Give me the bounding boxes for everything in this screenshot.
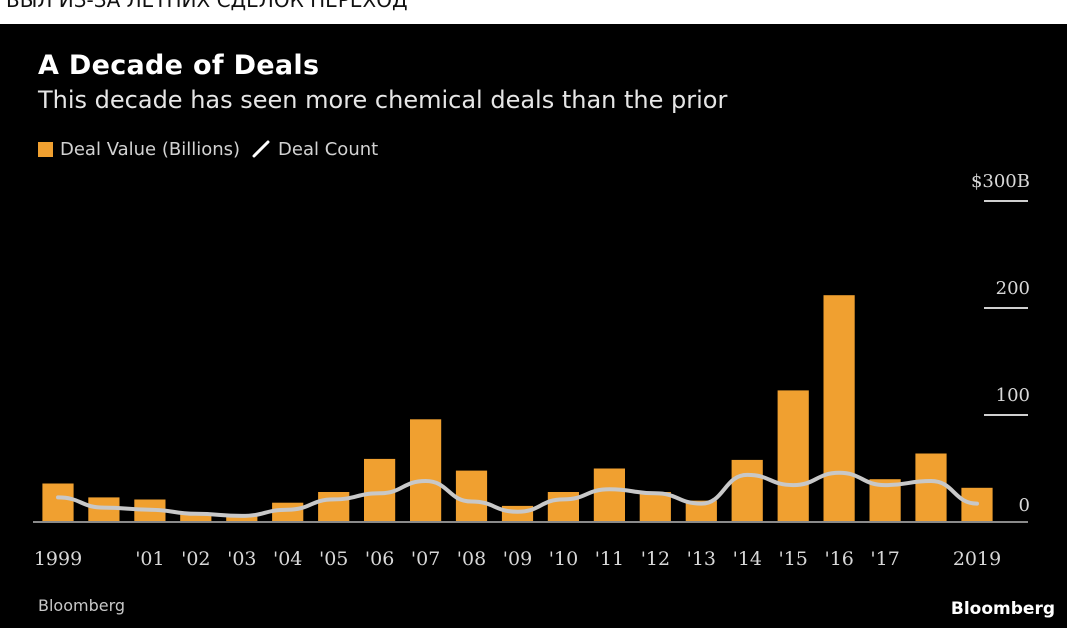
- bar-0: [42, 483, 74, 522]
- x-tick-label: '07: [411, 548, 440, 570]
- x-tick-label: '11: [595, 548, 624, 570]
- bar-13: [639, 492, 671, 522]
- bar-8: [410, 419, 442, 522]
- x-tick-label: '12: [641, 548, 670, 570]
- legend-deal-value-label: Deal Value (Billions): [60, 138, 241, 160]
- chart-legend: Deal Value (Billions) Deal Count: [38, 138, 378, 160]
- brand-logo: Bloomberg: [950, 599, 1055, 619]
- bar-19: [915, 453, 947, 522]
- y-tick-label: 200: [996, 278, 1030, 299]
- y-tick-label: 100: [996, 385, 1030, 406]
- chart-plot-area: 1999 '01 '02 '03 '04 '05 '06 '07 '08 '09 '10 '11 '12…: [33, 171, 1030, 570]
- x-tick-label: '15: [778, 548, 807, 570]
- bar-9: [455, 470, 488, 522]
- x-tick-label: '03: [227, 548, 256, 570]
- x-tick-label: '06: [365, 548, 394, 570]
- bar-4: [226, 515, 258, 522]
- chart-panel: A Decade of Deals This decade has seen m…: [0, 24, 1067, 628]
- bar-16: [777, 390, 809, 522]
- x-tick-label: 2019: [953, 548, 1001, 570]
- x-tick-label: '05: [319, 548, 348, 570]
- x-tick-label: '10: [549, 548, 578, 570]
- x-tick-label: '01: [135, 548, 164, 570]
- x-tick-label: '17: [870, 548, 899, 570]
- x-tick-label: '16: [824, 548, 853, 570]
- deal-value-swatch-icon: [38, 141, 53, 157]
- deal-count-line: [56, 470, 979, 518]
- bar-3: [180, 513, 212, 522]
- bar-6: [318, 492, 350, 522]
- x-tick-label: 1999: [34, 548, 82, 570]
- x-tick-label: '04: [273, 548, 302, 570]
- legend-deal-count-label: Deal Count: [278, 138, 379, 160]
- bar-14: [685, 500, 717, 522]
- chart-subtitle: This decade has seen more chemical deals…: [38, 86, 728, 114]
- bar-17: [823, 295, 855, 522]
- chart-title: A Decade of Deals: [38, 50, 320, 81]
- x-tick-label: '08: [457, 548, 486, 570]
- y-tick-label: $300B: [971, 171, 1030, 192]
- top-cropped-text: ВЫЛ ИЗ-ЗА ЛЕТНИХ СДЕЛОК ПЕРЕХОД: [0, 0, 1067, 24]
- x-tick-label: '14: [733, 548, 762, 570]
- bar-15: [731, 459, 763, 522]
- bar-10: [501, 505, 534, 522]
- x-tick-label: '09: [503, 548, 532, 570]
- source-label: Bloomberg: [38, 596, 126, 615]
- deal-count-line-icon: [252, 140, 270, 158]
- x-tick-label: '02: [181, 548, 210, 570]
- y-tick-label: 0: [1019, 495, 1030, 516]
- bar-12: [593, 468, 625, 522]
- x-tick-label: '13: [687, 548, 716, 570]
- top-cropped-caption: ВЫЛ ИЗ-ЗА ЛЕТНИХ СДЕЛОК ПЕРЕХОД: [6, 0, 408, 12]
